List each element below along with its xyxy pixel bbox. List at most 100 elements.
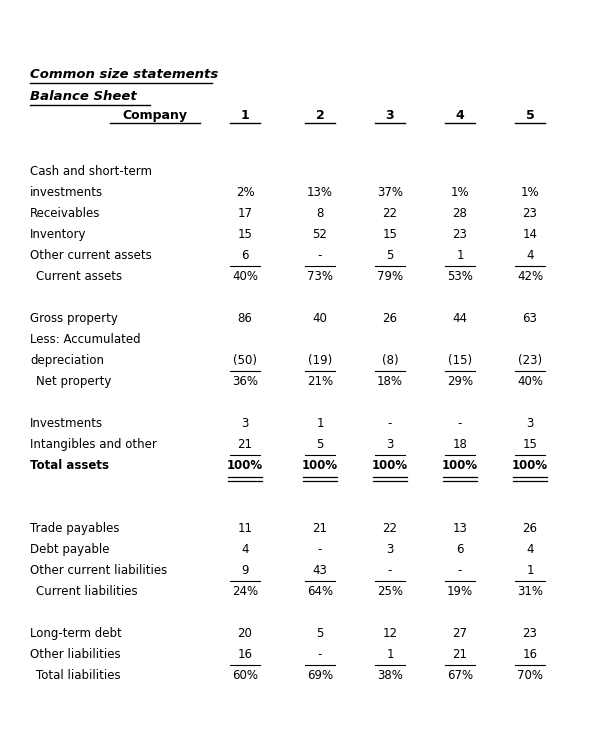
- Text: 1: 1: [316, 417, 324, 430]
- Text: 22: 22: [383, 522, 398, 535]
- Text: depreciation: depreciation: [30, 354, 104, 367]
- Text: 100%: 100%: [512, 459, 548, 472]
- Text: 31%: 31%: [517, 585, 543, 598]
- Text: 15: 15: [523, 438, 538, 451]
- Text: 25%: 25%: [377, 585, 403, 598]
- Text: 86: 86: [238, 312, 253, 325]
- Text: 20: 20: [238, 627, 253, 640]
- Text: Investments: Investments: [30, 417, 103, 430]
- Text: 15: 15: [238, 228, 253, 241]
- Text: -: -: [318, 249, 322, 262]
- Text: 40%: 40%: [517, 375, 543, 388]
- Text: 29%: 29%: [447, 375, 473, 388]
- Text: Common size statements: Common size statements: [30, 68, 218, 81]
- Text: 23: 23: [523, 207, 538, 220]
- Text: (23): (23): [518, 354, 542, 367]
- Text: 5: 5: [386, 249, 394, 262]
- Text: 21%: 21%: [307, 375, 333, 388]
- Text: 1: 1: [386, 648, 394, 661]
- Text: Intangibles and other: Intangibles and other: [30, 438, 157, 451]
- Text: 21: 21: [452, 648, 467, 661]
- Text: 73%: 73%: [307, 270, 333, 283]
- Text: 3: 3: [241, 417, 248, 430]
- Text: 8: 8: [316, 207, 323, 220]
- Text: 22: 22: [383, 207, 398, 220]
- Text: 24%: 24%: [232, 585, 258, 598]
- Text: 40%: 40%: [232, 270, 258, 283]
- Text: -: -: [458, 417, 462, 430]
- Text: -: -: [318, 543, 322, 556]
- Text: 9: 9: [241, 564, 249, 577]
- Text: 28: 28: [452, 207, 467, 220]
- Text: 1: 1: [456, 249, 464, 262]
- Text: 63: 63: [523, 312, 538, 325]
- Text: 17: 17: [238, 207, 253, 220]
- Text: 13: 13: [452, 522, 467, 535]
- Text: -: -: [388, 564, 392, 577]
- Text: 14: 14: [523, 228, 538, 241]
- Text: Other current liabilities: Other current liabilities: [30, 564, 167, 577]
- Text: 3: 3: [386, 438, 394, 451]
- Text: Receivables: Receivables: [30, 207, 100, 220]
- Text: (8): (8): [382, 354, 398, 367]
- Text: 26: 26: [383, 312, 398, 325]
- Text: 3: 3: [386, 109, 394, 122]
- Text: 67%: 67%: [447, 669, 473, 682]
- Text: Inventory: Inventory: [30, 228, 86, 241]
- Text: 1: 1: [526, 564, 534, 577]
- Text: -: -: [388, 417, 392, 430]
- Text: Total liabilities: Total liabilities: [36, 669, 121, 682]
- Text: 100%: 100%: [442, 459, 478, 472]
- Text: 21: 21: [313, 522, 328, 535]
- Text: 44: 44: [452, 312, 467, 325]
- Text: 1%: 1%: [451, 186, 469, 199]
- Text: 42%: 42%: [517, 270, 543, 283]
- Text: 100%: 100%: [372, 459, 408, 472]
- Text: investments: investments: [30, 186, 103, 199]
- Text: Current liabilities: Current liabilities: [36, 585, 137, 598]
- Text: Current assets: Current assets: [36, 270, 122, 283]
- Text: 100%: 100%: [227, 459, 263, 472]
- Text: 2: 2: [316, 109, 325, 122]
- Text: 5: 5: [316, 438, 323, 451]
- Text: 79%: 79%: [377, 270, 403, 283]
- Text: 40: 40: [313, 312, 328, 325]
- Text: -: -: [458, 564, 462, 577]
- Text: 52: 52: [313, 228, 328, 241]
- Text: Debt payable: Debt payable: [30, 543, 110, 556]
- Text: 37%: 37%: [377, 186, 403, 199]
- Text: 16: 16: [238, 648, 253, 661]
- Text: 100%: 100%: [302, 459, 338, 472]
- Text: Cash and short-term: Cash and short-term: [30, 165, 152, 178]
- Text: 5: 5: [526, 109, 535, 122]
- Text: 36%: 36%: [232, 375, 258, 388]
- Text: Balance Sheet: Balance Sheet: [30, 90, 137, 103]
- Text: (19): (19): [308, 354, 332, 367]
- Text: 4: 4: [526, 543, 534, 556]
- Text: 18: 18: [452, 438, 467, 451]
- Text: 6: 6: [456, 543, 464, 556]
- Text: 4: 4: [455, 109, 464, 122]
- Text: Other current assets: Other current assets: [30, 249, 152, 262]
- Text: Less: Accumulated: Less: Accumulated: [30, 333, 140, 346]
- Text: Other liabilities: Other liabilities: [30, 648, 121, 661]
- Text: 3: 3: [386, 543, 394, 556]
- Text: 1%: 1%: [521, 186, 539, 199]
- Text: 5: 5: [316, 627, 323, 640]
- Text: 69%: 69%: [307, 669, 333, 682]
- Text: 4: 4: [526, 249, 534, 262]
- Text: 64%: 64%: [307, 585, 333, 598]
- Text: 11: 11: [238, 522, 253, 535]
- Text: Trade payables: Trade payables: [30, 522, 119, 535]
- Text: 6: 6: [241, 249, 249, 262]
- Text: 21: 21: [238, 438, 253, 451]
- Text: Long-term debt: Long-term debt: [30, 627, 122, 640]
- Text: Gross property: Gross property: [30, 312, 118, 325]
- Text: 27: 27: [452, 627, 467, 640]
- Text: 23: 23: [452, 228, 467, 241]
- Text: 4: 4: [241, 543, 249, 556]
- Text: 3: 3: [526, 417, 533, 430]
- Text: -: -: [318, 648, 322, 661]
- Text: 1: 1: [241, 109, 250, 122]
- Text: 13%: 13%: [307, 186, 333, 199]
